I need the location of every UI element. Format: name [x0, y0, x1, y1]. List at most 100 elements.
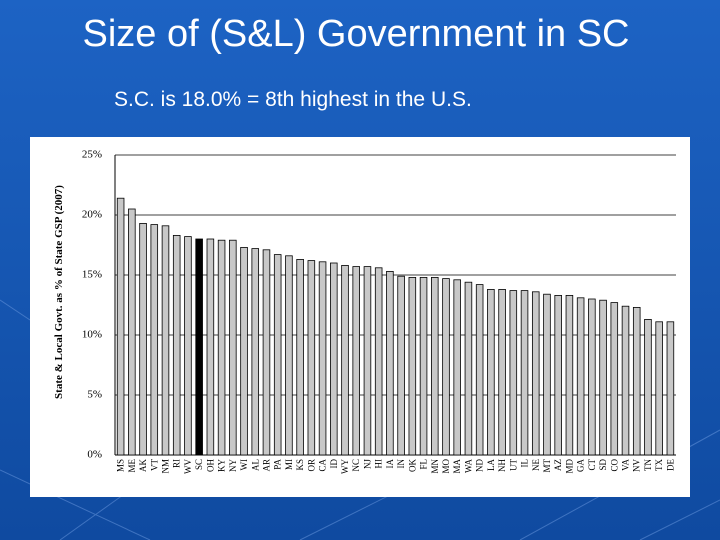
bar — [296, 258, 304, 456]
x-tick-label: FL — [419, 459, 429, 470]
x-tick-label: ID — [329, 459, 339, 469]
bar — [610, 302, 619, 456]
x-tick-label: AR — [261, 459, 271, 472]
bar — [655, 321, 663, 456]
bar — [251, 248, 260, 456]
bar — [621, 305, 630, 456]
x-tick-label: AK — [138, 459, 148, 472]
bar — [128, 208, 136, 456]
bar — [386, 270, 394, 456]
bar — [576, 297, 585, 456]
y-tick-label: 5% — [87, 389, 102, 401]
x-tick-label: CT — [587, 459, 597, 471]
y-tick-label: 10% — [82, 329, 102, 341]
bar — [666, 321, 675, 456]
bar — [330, 262, 338, 456]
bar — [262, 249, 271, 456]
x-tick-label: AZ — [553, 459, 563, 471]
bar — [543, 293, 551, 456]
x-tick-label: ME — [127, 458, 137, 472]
x-tick-label: KS — [295, 459, 305, 471]
bar — [184, 236, 192, 456]
x-tick-label: RI — [172, 459, 182, 468]
bar — [285, 255, 293, 456]
bar — [206, 238, 215, 456]
y-axis-label: State & Local Govt. as % of State GSP (2… — [53, 185, 65, 399]
x-tick-label: OR — [306, 459, 316, 472]
slide-subtitle: S.C. is 18.0% = 8th highest in the U.S. — [114, 88, 472, 111]
bar — [442, 278, 450, 456]
bar — [172, 234, 181, 456]
x-tick-label: IN — [396, 459, 406, 469]
x-tick-label: NJ — [362, 459, 372, 469]
x-tick-label: NE — [531, 459, 541, 471]
bar — [588, 298, 596, 456]
x-tick-label: NM — [160, 459, 170, 474]
bar — [318, 261, 327, 456]
x-tick-label: MT — [542, 458, 552, 472]
x-tick-label: HI — [374, 459, 384, 469]
bar — [195, 238, 203, 456]
bar — [431, 276, 439, 456]
x-tick-label: MI — [284, 459, 294, 470]
bar — [352, 266, 360, 456]
bar — [419, 276, 428, 456]
plot: 0% 5% 10% 15% 20% 25% MS ME AK VT NM RI WV SC OH KY NY WI… — [82, 149, 676, 474]
bar — [408, 276, 417, 456]
x-tick-label: OH — [205, 459, 215, 472]
x-tick-label: PA — [273, 459, 283, 470]
x-tick-label: IL — [520, 459, 530, 468]
x-tick-label: OK — [407, 459, 417, 472]
x-tick-label: KY — [217, 459, 227, 472]
x-tick-label: LA — [486, 459, 496, 471]
bar — [374, 267, 383, 456]
bar — [229, 239, 237, 456]
bar — [363, 266, 372, 456]
x-tick-label: SD — [598, 459, 608, 471]
x-tick-label: WV — [183, 459, 193, 474]
x-tick-label: MO — [441, 459, 451, 474]
bar — [599, 299, 607, 456]
y-tick-label: 25% — [82, 149, 102, 161]
x-tick-label: NY — [228, 459, 238, 472]
x-tick-label: WI — [239, 459, 249, 471]
bar — [116, 197, 125, 456]
bar — [453, 279, 461, 456]
x-tick-label: NC — [351, 459, 361, 472]
bar — [397, 275, 405, 456]
x-tick-label: TX — [654, 459, 664, 471]
x-tick-label: MS — [116, 459, 126, 472]
x-tick-label: IA — [385, 459, 395, 469]
x-tick-label: VT — [149, 459, 159, 471]
bar — [307, 260, 316, 456]
x-tick-label: MA — [452, 459, 462, 474]
bar — [139, 222, 147, 456]
x-tick-label: WA — [463, 459, 473, 473]
bar — [150, 224, 159, 456]
x-tick-label: TN — [643, 459, 653, 471]
x-tick-label: UT — [508, 459, 518, 471]
bar — [217, 239, 226, 456]
x-tick-label: AL — [250, 459, 260, 471]
x-tick-label: VA — [621, 459, 631, 471]
bar — [341, 264, 349, 456]
bar — [161, 225, 170, 456]
bar — [520, 290, 529, 456]
bar — [273, 254, 282, 456]
y-tick-label: 0% — [87, 449, 102, 461]
y-tick-label: 20% — [82, 209, 102, 221]
bar — [632, 306, 641, 456]
x-tick-label: ND — [475, 459, 485, 472]
x-tick-label: GA — [576, 459, 586, 472]
x-tick-label: CA — [318, 459, 328, 472]
bar — [554, 294, 562, 456]
x-tick-label: NH — [497, 459, 507, 472]
bar — [644, 318, 652, 456]
x-tick-label: CO — [609, 459, 619, 472]
bar — [565, 294, 574, 456]
x-tick-label: DE — [665, 459, 675, 471]
bar — [464, 281, 473, 456]
bar — [509, 290, 518, 456]
